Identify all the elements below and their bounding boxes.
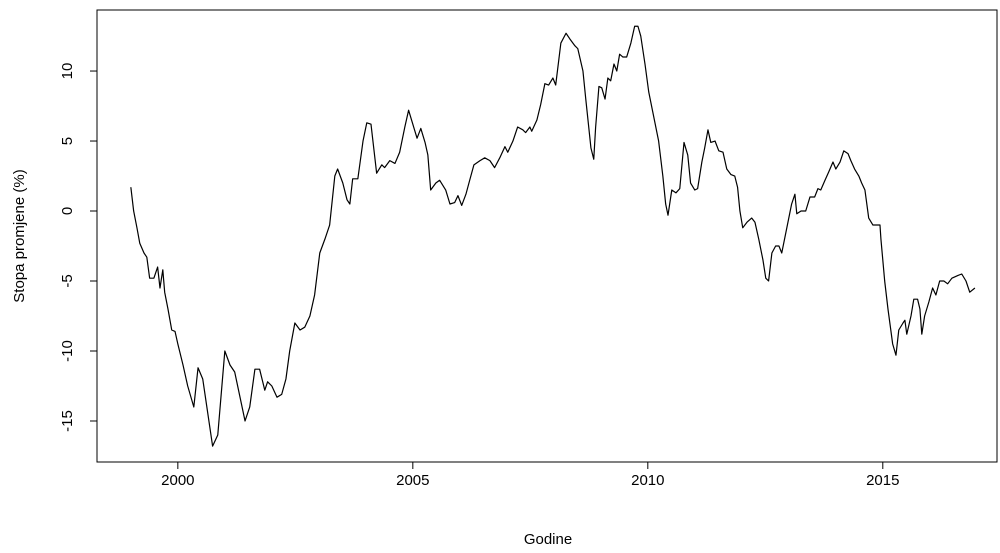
y-tick-label: 10 bbox=[59, 63, 76, 80]
data-line bbox=[130, 25, 976, 447]
y-tick-label: 5 bbox=[59, 137, 76, 145]
plot-box bbox=[96, 9, 998, 463]
x-tick-label: 2015 bbox=[866, 472, 899, 489]
x-tick-label: 2000 bbox=[161, 472, 194, 489]
x-tick-label: 2010 bbox=[631, 472, 664, 489]
y-tick-label: -10 bbox=[59, 340, 76, 362]
y-axis-label: Stopa promjene (%) bbox=[11, 169, 28, 302]
x-axis-label: Godine bbox=[524, 531, 572, 548]
y-tick-label: -5 bbox=[59, 274, 76, 287]
y-tick-label: -15 bbox=[59, 410, 76, 432]
x-tick-label: 2005 bbox=[396, 472, 429, 489]
y-tick-label: 0 bbox=[59, 207, 76, 215]
